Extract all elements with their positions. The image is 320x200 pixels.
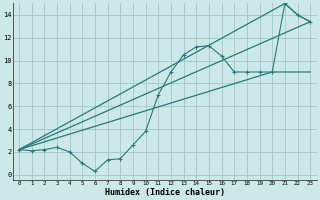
X-axis label: Humidex (Indice chaleur): Humidex (Indice chaleur) — [105, 188, 225, 197]
